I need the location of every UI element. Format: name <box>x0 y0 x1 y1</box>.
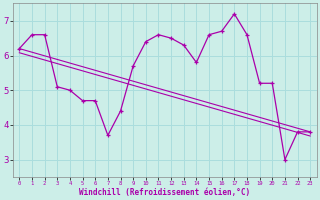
X-axis label: Windchill (Refroidissement éolien,°C): Windchill (Refroidissement éolien,°C) <box>79 188 250 197</box>
